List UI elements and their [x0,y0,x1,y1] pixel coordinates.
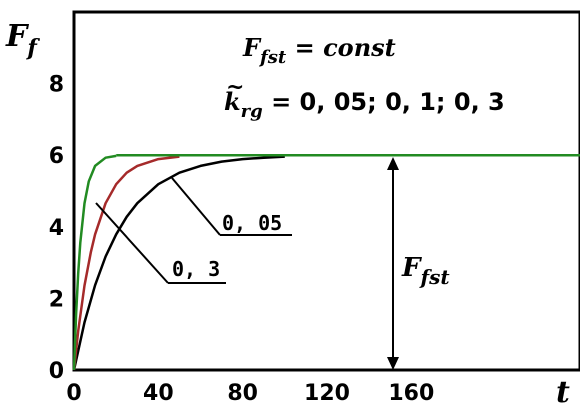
x-tick-label: 120 [304,381,350,406]
annotation-tilde: ~ [226,74,244,100]
x-tick-label: 40 [143,381,174,406]
y-tick-label: 4 [49,216,64,241]
series-line [72,155,180,371]
annotation-k-values: krg = 0, 05; 0, 1; 0, 3 [224,87,505,122]
plot-frame [72,10,580,372]
y-tick-label: 0 [49,359,64,384]
y-tick-label: 2 [49,287,64,312]
leader-line-005 [171,177,221,236]
x-tick-label: 80 [227,381,258,406]
x-axis-label: t [556,375,570,410]
label-005: 0, 05 [222,211,282,235]
series-line [72,155,285,371]
leader-line-03 [95,202,169,284]
fst-double-arrow [387,157,399,370]
arrow-label-fst: Ffst [401,253,450,289]
series-line [72,154,117,371]
label-03: 0, 3 [172,257,220,281]
y-axis-label: Ff [5,19,40,61]
y-tick-label: 6 [49,144,64,169]
x-tick-label: 0 [66,381,81,406]
x-tick-label: 160 [388,381,434,406]
annotation-fst-const: Ffst = const [242,33,396,68]
y-tick-label: 8 [49,73,64,98]
